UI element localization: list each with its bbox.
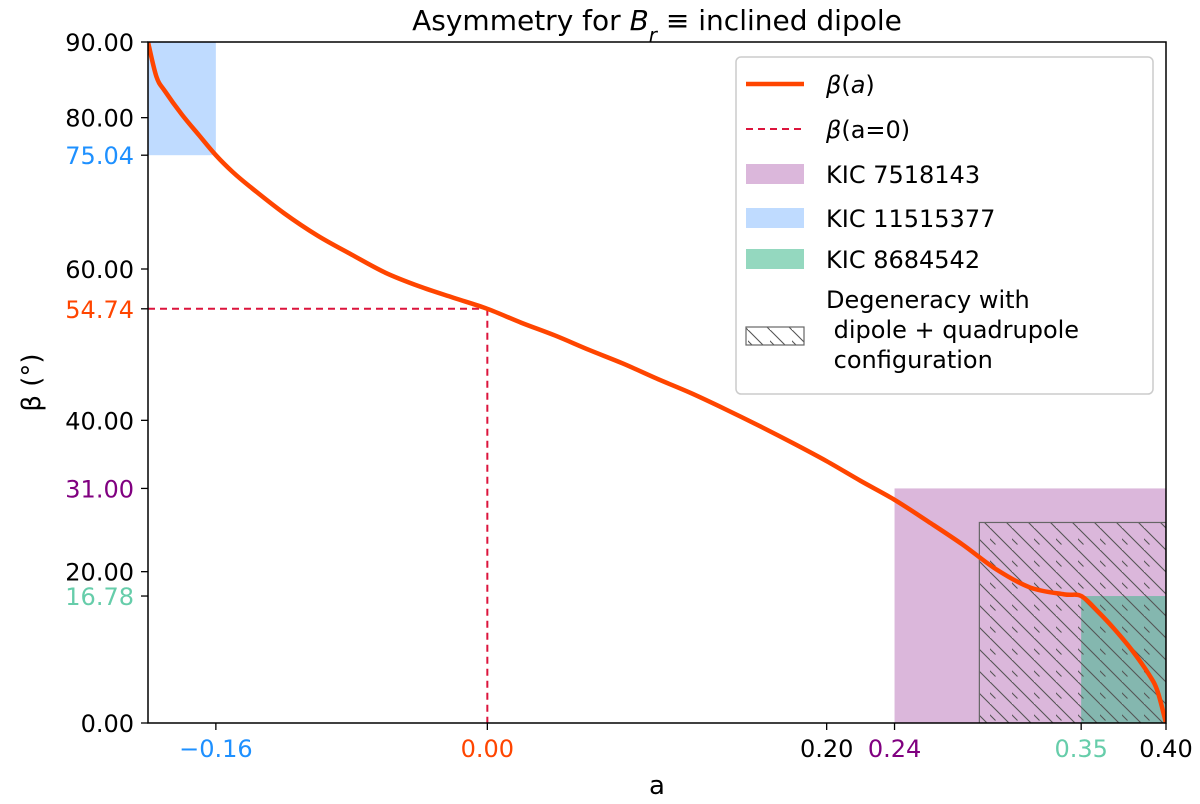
y-tick-label: 75.04 <box>65 142 134 170</box>
plot-frame <box>147 41 1167 724</box>
y-tick-label: 16.78 <box>65 583 134 611</box>
region-kic-11515377 <box>148 42 216 156</box>
y-tick-label: 54.74 <box>65 296 134 324</box>
title-suffix: ≡ inclined dipole <box>657 4 902 37</box>
x-tick-label: 0.35 <box>1054 735 1107 763</box>
legend: β(a) β(a=0) KIC 7518143 KIC 11515377 KIC 868… <box>735 56 1154 395</box>
legend-label: β(a) <box>825 71 875 99</box>
y-tick-label: 80.00 <box>65 105 134 133</box>
legend-label: KIC 8684542 <box>826 246 980 274</box>
x-tick-label: 0.20 <box>800 735 853 763</box>
y-tick-label: 0.00 <box>81 710 134 738</box>
y-tick-label: 90.00 <box>65 29 134 57</box>
x-axis-title: a <box>649 771 665 801</box>
degeneracy-hatch-region <box>978 521 1166 723</box>
legend-swatch-patch <box>746 208 804 228</box>
chart-title: Asymmetry for Br ≡ inclined dipole <box>412 4 902 47</box>
y-tick-label: 20.00 <box>65 559 134 587</box>
y-axis-title: β (°) <box>17 353 47 411</box>
x-tick-label: 0.00 <box>461 735 514 763</box>
x-tick-label: 0.40 <box>1139 735 1192 763</box>
series-line-beta <box>148 42 1166 723</box>
title-symbol: B <box>630 4 649 37</box>
x-tick-label: −0.16 <box>179 735 253 763</box>
y-tick-label: 60.00 <box>65 256 134 284</box>
legend-swatch-hatch <box>745 326 805 346</box>
legend-label: β(a=0) <box>825 116 910 144</box>
title-prefix: Asymmetry for <box>412 4 629 37</box>
legend-label: KIC 11515377 <box>826 205 995 233</box>
series-layer <box>148 42 1166 723</box>
y-tick-label: 31.00 <box>65 475 134 503</box>
legend-swatch-patch <box>746 249 804 269</box>
x-tick-label: 0.24 <box>868 735 921 763</box>
x-axis-ticks: −0.16 0.00 0.20 0.24 0.35 0.40 <box>179 723 1193 763</box>
regions-layer <box>148 42 1166 723</box>
y-tick-label: 40.00 <box>65 407 134 435</box>
legend-label-degeneracy: Degeneracy with dipole + quadrupole conf… <box>826 286 1079 374</box>
legend-box <box>735 56 1154 395</box>
reference-layer <box>148 307 489 723</box>
legend-swatch-patch <box>746 164 804 184</box>
legend-label: KIC 7518143 <box>826 161 980 189</box>
title-subscript: r <box>649 23 659 47</box>
